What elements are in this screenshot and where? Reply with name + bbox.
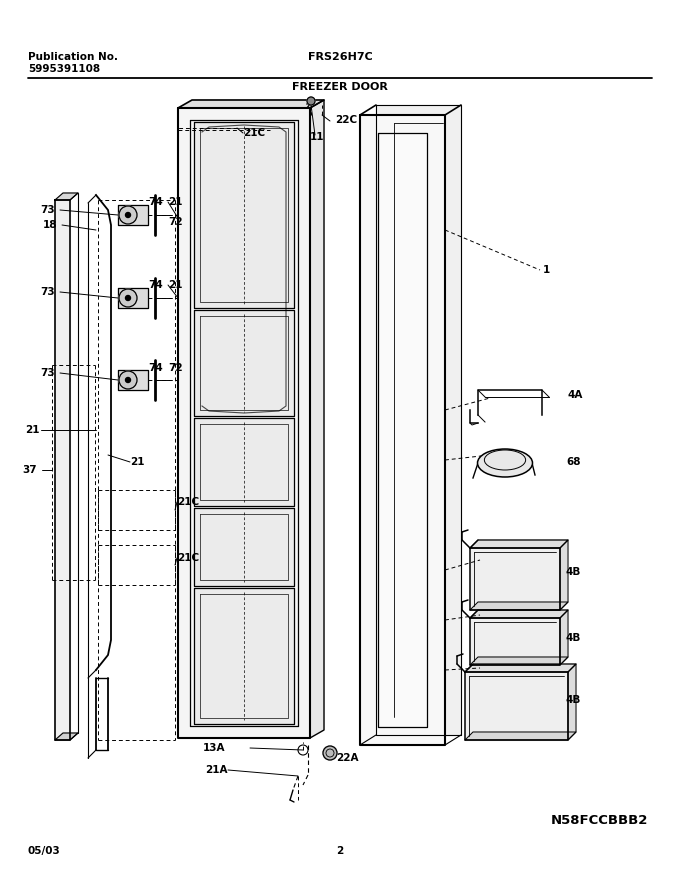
- Text: N58FCCBBB2: N58FCCBBB2: [551, 814, 648, 827]
- Polygon shape: [55, 733, 78, 740]
- Text: 72: 72: [168, 363, 183, 373]
- Text: 21: 21: [130, 457, 144, 467]
- Polygon shape: [465, 672, 568, 740]
- Text: 05/03: 05/03: [28, 846, 61, 856]
- Text: 22C: 22C: [335, 115, 357, 125]
- Polygon shape: [465, 732, 576, 740]
- Text: 74: 74: [148, 197, 163, 207]
- Polygon shape: [470, 548, 560, 610]
- Text: 21C: 21C: [177, 497, 199, 507]
- Text: 1: 1: [543, 265, 550, 275]
- Polygon shape: [194, 508, 294, 586]
- Text: 5995391108: 5995391108: [28, 64, 100, 74]
- Polygon shape: [194, 418, 294, 506]
- Text: 37: 37: [22, 465, 37, 475]
- Text: FRS26H7C: FRS26H7C: [307, 52, 373, 62]
- Text: 73: 73: [40, 287, 55, 297]
- Text: 4B: 4B: [566, 633, 581, 643]
- Text: 21A: 21A: [205, 765, 228, 775]
- Text: 73: 73: [40, 205, 55, 215]
- Polygon shape: [470, 657, 568, 665]
- Circle shape: [126, 213, 131, 218]
- Text: 4A: 4A: [568, 390, 583, 400]
- Text: 13A: 13A: [203, 743, 225, 753]
- Polygon shape: [55, 193, 78, 200]
- Text: 18: 18: [42, 220, 57, 230]
- Text: 72: 72: [168, 217, 183, 227]
- Text: 22A: 22A: [336, 753, 358, 763]
- Text: 4B: 4B: [566, 695, 581, 705]
- Text: 21C: 21C: [243, 128, 265, 138]
- Text: 21: 21: [168, 197, 182, 207]
- Text: 73: 73: [40, 368, 55, 378]
- Ellipse shape: [477, 449, 532, 477]
- Text: 21: 21: [168, 280, 182, 290]
- Polygon shape: [118, 370, 148, 390]
- Polygon shape: [560, 610, 568, 665]
- Polygon shape: [194, 122, 294, 308]
- Circle shape: [119, 289, 137, 307]
- Circle shape: [126, 377, 131, 382]
- Text: 74: 74: [148, 280, 163, 290]
- Polygon shape: [360, 115, 445, 745]
- Polygon shape: [194, 310, 294, 416]
- Polygon shape: [470, 540, 568, 548]
- Polygon shape: [470, 602, 568, 610]
- Polygon shape: [378, 133, 427, 727]
- Polygon shape: [178, 100, 324, 108]
- Polygon shape: [470, 610, 568, 618]
- Polygon shape: [376, 105, 461, 735]
- Text: FREEZER DOOR: FREEZER DOOR: [292, 82, 388, 92]
- Text: 11: 11: [310, 132, 324, 142]
- Polygon shape: [568, 664, 576, 740]
- Polygon shape: [118, 288, 148, 308]
- Text: 4B: 4B: [566, 567, 581, 577]
- Text: 21C: 21C: [177, 553, 199, 563]
- Circle shape: [323, 746, 337, 760]
- Text: Publication No.: Publication No.: [28, 52, 118, 62]
- Polygon shape: [470, 618, 560, 665]
- Polygon shape: [118, 205, 148, 225]
- Circle shape: [119, 371, 137, 389]
- Text: 21: 21: [26, 425, 40, 435]
- Text: 2: 2: [337, 846, 343, 856]
- Polygon shape: [194, 588, 294, 724]
- Text: 68: 68: [566, 457, 581, 467]
- Circle shape: [119, 206, 137, 224]
- Text: 74: 74: [148, 363, 163, 373]
- Polygon shape: [178, 108, 310, 738]
- Circle shape: [126, 295, 131, 300]
- Circle shape: [307, 97, 315, 105]
- Polygon shape: [560, 540, 568, 610]
- Polygon shape: [310, 100, 324, 738]
- Polygon shape: [465, 664, 576, 672]
- Polygon shape: [55, 200, 70, 740]
